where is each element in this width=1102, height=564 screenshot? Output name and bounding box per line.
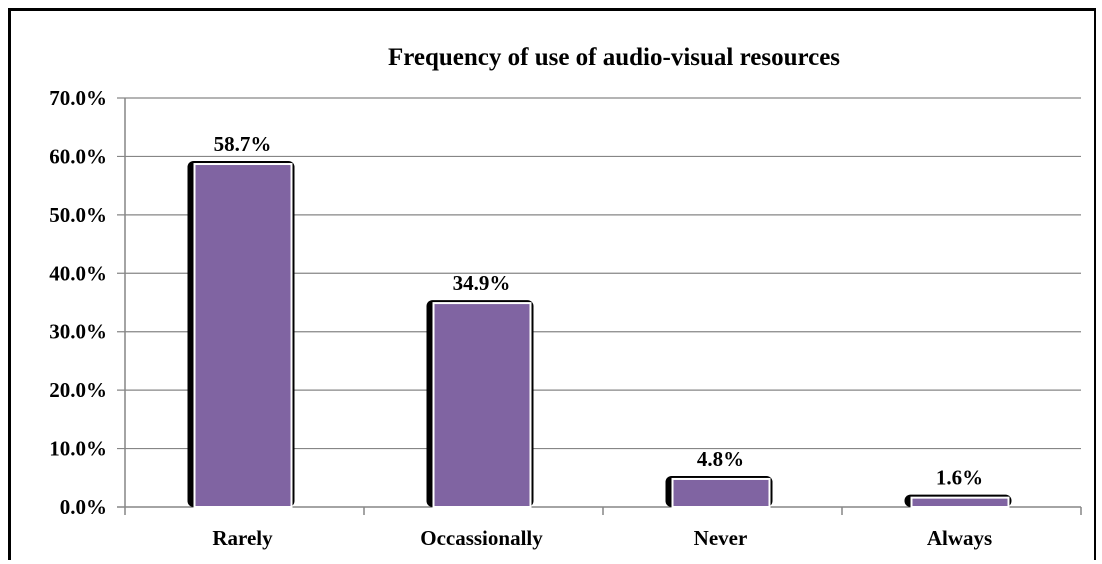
y-tick-label: 50.0% [49, 203, 107, 227]
y-tick-label: 10.0% [49, 437, 107, 461]
bar [432, 302, 532, 508]
data-label: 4.8% [697, 447, 744, 471]
y-axis-ticks: 0.0% 10.0% 20.0% 30.0% 40.0% 50.0% 60.0% 70.0% [49, 86, 107, 519]
x-tick-label: Occassionally [420, 526, 543, 550]
chart-title: Frequency of use of audio-visual resourc… [388, 44, 840, 71]
x-axis-ticks: Rarely Occassionally Never Always [212, 526, 992, 550]
data-label: 1.6% [936, 466, 983, 490]
y-tick-label: 20.0% [49, 378, 107, 402]
data-label: 58.7% [214, 132, 272, 156]
bar [671, 477, 771, 508]
bar [910, 496, 1010, 508]
x-tick-label: Rarely [212, 526, 273, 550]
bar [193, 163, 293, 508]
data-labels: 58.7% 34.9% 4.8% 1.6% [214, 132, 984, 490]
bars [187, 161, 1012, 508]
x-tick-label: Never [694, 526, 748, 550]
y-tick-label: 60.0% [49, 144, 107, 168]
y-tick-label: 70.0% [49, 86, 107, 110]
x-tick-label: Always [927, 526, 992, 550]
y-tick-label: 0.0% [60, 495, 107, 519]
y-tick-label: 40.0% [49, 261, 107, 285]
data-label: 34.9% [453, 271, 511, 295]
y-tick-label: 30.0% [49, 320, 107, 344]
